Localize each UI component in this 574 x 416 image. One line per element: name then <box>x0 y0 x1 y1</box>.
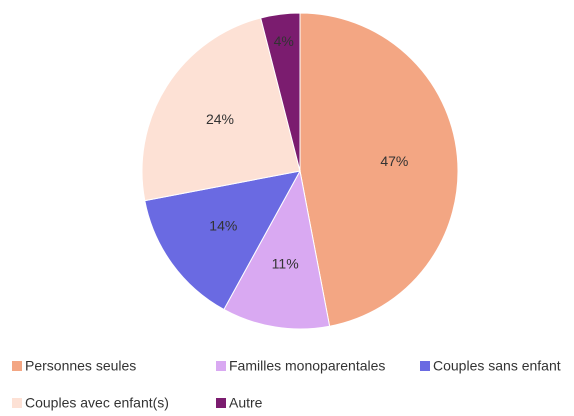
slice-label: 24% <box>206 111 234 127</box>
legend-label: Autre <box>229 395 263 411</box>
legend-label: Couples sans enfant <box>433 358 561 374</box>
pie-slice <box>299 12 459 327</box>
pie-slice <box>223 169 331 330</box>
legend-swatch <box>420 361 430 371</box>
legend-label: Familles monoparentales <box>229 358 385 374</box>
legend-swatch <box>216 361 226 371</box>
legend-label: Couples avec enfant(s) <box>25 395 169 411</box>
legend-swatch <box>216 398 226 408</box>
slice-label: 47% <box>380 153 408 169</box>
pie-slice <box>144 170 301 311</box>
pie-slice <box>260 12 301 172</box>
slice-label: 11% <box>272 255 299 271</box>
pie-slice <box>141 17 301 202</box>
slice-label: 4% <box>274 33 294 49</box>
slice-label: 14% <box>209 217 237 233</box>
legend-swatch <box>12 398 22 408</box>
legend-swatch <box>12 361 22 371</box>
legend-label: Personnes seules <box>25 358 136 374</box>
